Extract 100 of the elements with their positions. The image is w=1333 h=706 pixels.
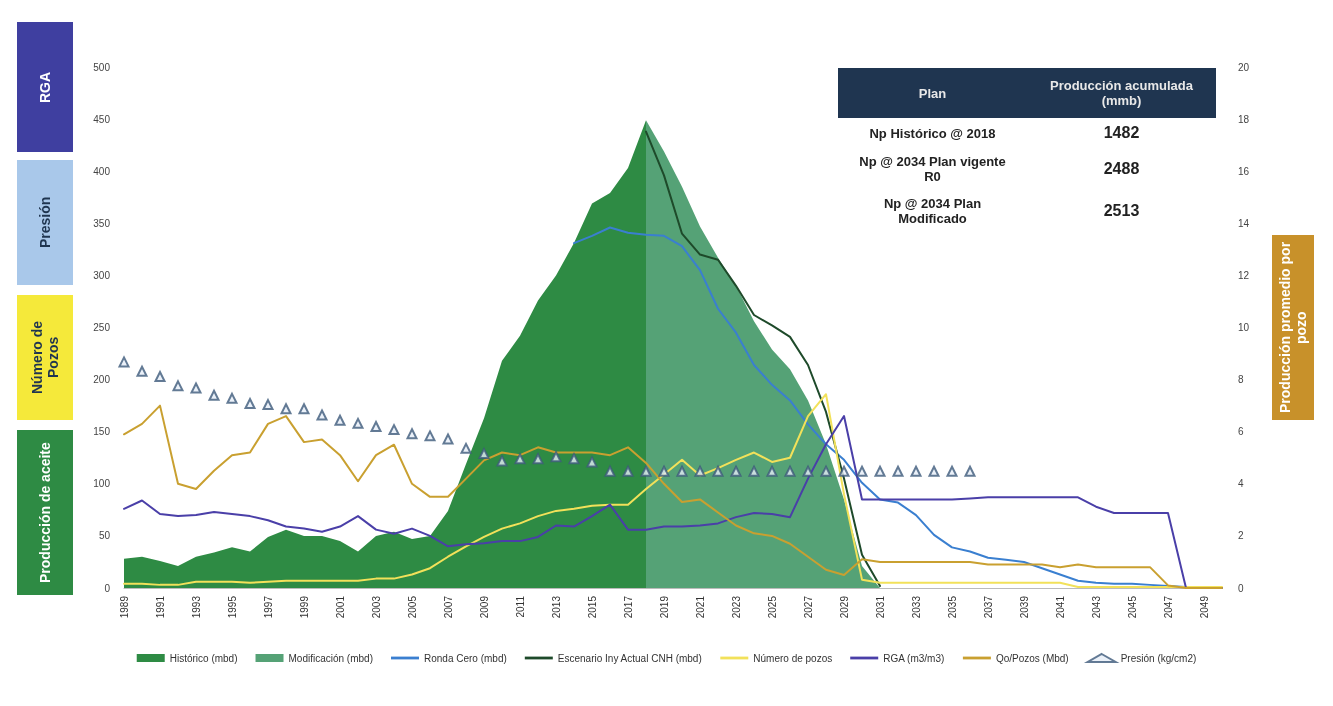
x-tick-label: 2019 [658,595,670,619]
point [514,453,526,465]
point [766,465,778,477]
x-tick-label: 2011 [514,595,526,618]
point [802,465,814,477]
x-tick-label: 2027 [802,595,814,619]
x-tick-label: 1999 [298,595,310,619]
x-tick-label: 2025 [766,595,778,619]
x-tick-label: 2021 [694,595,706,619]
x-tick-label: 1997 [262,595,274,619]
x-tick-label: 2037 [982,595,994,619]
x-tick-label: 2029 [838,595,850,619]
point [640,465,652,477]
point [730,465,742,477]
point [442,433,454,445]
y2-tick-label: 18 [1238,113,1250,125]
point [190,382,202,394]
x-tick-label: 2045 [1126,595,1138,619]
x-tick-label: 2047 [1162,595,1174,619]
point [892,465,904,477]
annotation: Np @ 2034 Plan vigente R0 [858,153,1007,186]
text: Presión [36,195,54,251]
x-tick-label: 2013 [550,595,562,619]
y2-tick-label: 2 [1238,530,1244,542]
y2-tick-label: 12 [1238,269,1250,281]
y-tick-label: 100 [93,478,111,490]
x-tick-label: 2017 [622,595,634,619]
legend-label: Histórico (mbd) [169,652,238,664]
point [568,453,580,465]
point [874,465,886,477]
x-tick-label: 2049 [1198,595,1210,619]
x-tick-label: 2043 [1090,595,1102,619]
point [388,424,400,436]
y2-tick-label: 14 [1238,217,1250,229]
point [136,365,148,377]
point [406,428,418,440]
point [910,465,922,477]
x-tick-label: 2031 [874,595,886,619]
point [820,465,832,477]
y-tick-label: 250 [93,322,111,333]
y-tick-label: 50 [98,530,111,542]
point [586,456,598,468]
y-tick-label: 350 [93,217,111,229]
point [658,465,670,477]
x-tick-label: 2023 [730,595,742,619]
annotation: Plan [917,84,948,103]
x-tick-label: 2039 [1018,595,1030,619]
x-tick-label: 2015 [586,595,598,619]
point [244,398,256,410]
text: Número de Pozos [28,319,62,397]
y-axis-title: Producción de aceite [36,441,54,585]
x-tick-label: 1995 [226,595,238,619]
y-tick-label: 400 [93,165,111,177]
x-tick-label: 1989 [118,595,130,619]
point [532,453,544,465]
point [496,455,508,467]
point [370,420,382,432]
point [838,465,850,477]
x-tick-label: 2033 [910,595,922,619]
y2-tick-label: 20 [1238,61,1250,73]
legend-label: Modificación (mbd) [288,652,373,664]
point [118,356,130,368]
point [712,465,724,477]
legend-label: Presión (kg/cm2) [1120,652,1197,664]
text: RGA [36,70,54,105]
point [478,448,490,460]
point [928,465,940,477]
annotation: 2513 [1102,201,1141,221]
point [604,465,616,477]
y-tick-label: 0 [104,582,111,594]
point [784,465,796,477]
point [208,389,220,401]
point [424,430,436,442]
y2-tick-label: 10 [1238,322,1250,333]
point [154,370,166,382]
y-tick-label: 500 [93,61,111,73]
point [748,465,760,477]
point [946,465,958,477]
point [676,465,688,477]
y-tick-label: 200 [93,374,111,386]
point [316,409,328,421]
legend-label: Ronda Cero (mbd) [423,652,507,664]
y-tick-label: 150 [93,426,111,438]
point [352,417,364,429]
x-tick-label: 2041 [1054,595,1066,619]
y2-tick-label: 16 [1238,165,1250,177]
x-tick-label: 2005 [406,595,418,619]
y2-tick-label: 8 [1238,374,1244,386]
point [298,403,310,415]
x-tick-label: 1991 [154,595,166,619]
point [262,399,274,411]
annotation: Producción acumulada (mmb) [1048,77,1194,110]
point [694,465,706,477]
point [460,442,472,454]
point [856,465,868,477]
legend-label: Número de pozos [753,652,833,664]
y2-tick-label: 6 [1238,426,1244,438]
point [280,403,292,415]
legend-label: Escenario Iny Actual CNH (mbd) [557,652,702,664]
y-tick-label: 450 [93,113,111,125]
